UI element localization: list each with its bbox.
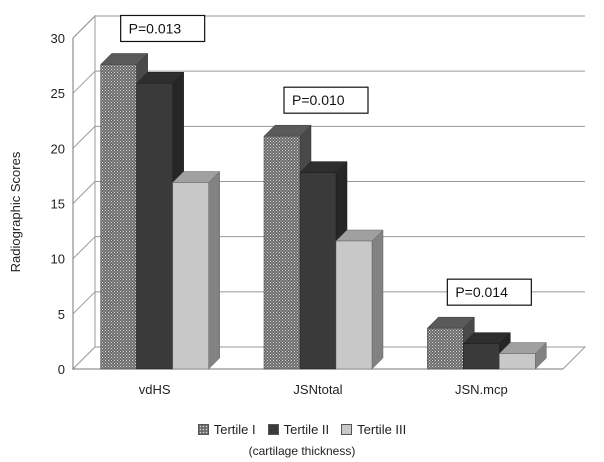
p-value-annotation: P=0.014: [446, 278, 532, 306]
bar-JSN.mcp-tertile-i: [426, 316, 475, 370]
x-tick-label: vdHS: [139, 382, 171, 397]
y-tick-labels: 0 5 10 15 20 25 30: [51, 31, 65, 377]
gridline: [72, 181, 96, 204]
bar-JSNtotal-tertile-iii: [335, 229, 384, 370]
y-tick-label: 10: [51, 252, 65, 267]
annotations: P=0.013 P=0.010 P=0.014: [120, 14, 532, 306]
x-tick-label: JSN.mcp: [455, 382, 508, 397]
legend-note: (cartilage thickness): [248, 444, 356, 458]
y-axis-label: Radiographic Scores: [8, 151, 23, 272]
gridline: [72, 70, 96, 94]
bar-vdHS-tertile-iii: [172, 170, 221, 370]
svg-text:P=0.013: P=0.013: [129, 20, 182, 36]
y-tick-label: 25: [51, 86, 65, 101]
legend-item: Tertile III: [341, 421, 406, 437]
legend-item: Tertile I: [197, 421, 256, 437]
gridline: [72, 291, 96, 315]
svg-text:P=0.010: P=0.010: [292, 92, 345, 108]
gridline: [72, 125, 96, 149]
svg-text:P=0.014: P=0.014: [455, 284, 508, 300]
bars: [100, 52, 547, 370]
x-tick-labels: vdHS JSNtotal JSN.mcp: [139, 382, 508, 397]
legend-item: Tertile II: [267, 421, 330, 437]
legend-label: Tertile I: [213, 421, 256, 437]
legend-label: Tertile II: [283, 421, 330, 437]
gridline: [72, 236, 96, 260]
legend: Tertile I Tertile II Tertile III: [0, 420, 604, 437]
legend-swatch: [341, 423, 353, 435]
legend-label: Tertile III: [357, 421, 407, 437]
gridline: [72, 15, 96, 39]
p-value-annotation: P=0.013: [120, 14, 206, 43]
legend-swatch: [267, 423, 279, 435]
x-tick-label: JSNtotal: [293, 382, 342, 397]
legend-swatch: [197, 423, 209, 435]
bar-JSN.mcp-tertile-iii: [498, 341, 547, 370]
y-tick-label: 5: [58, 307, 65, 322]
y-tick-label: 0: [58, 362, 65, 377]
y-tick-label: 20: [51, 141, 65, 156]
y-tick-label: 15: [51, 197, 65, 212]
p-value-annotation: P=0.010: [283, 86, 369, 114]
y-tick-label: 30: [51, 31, 65, 46]
